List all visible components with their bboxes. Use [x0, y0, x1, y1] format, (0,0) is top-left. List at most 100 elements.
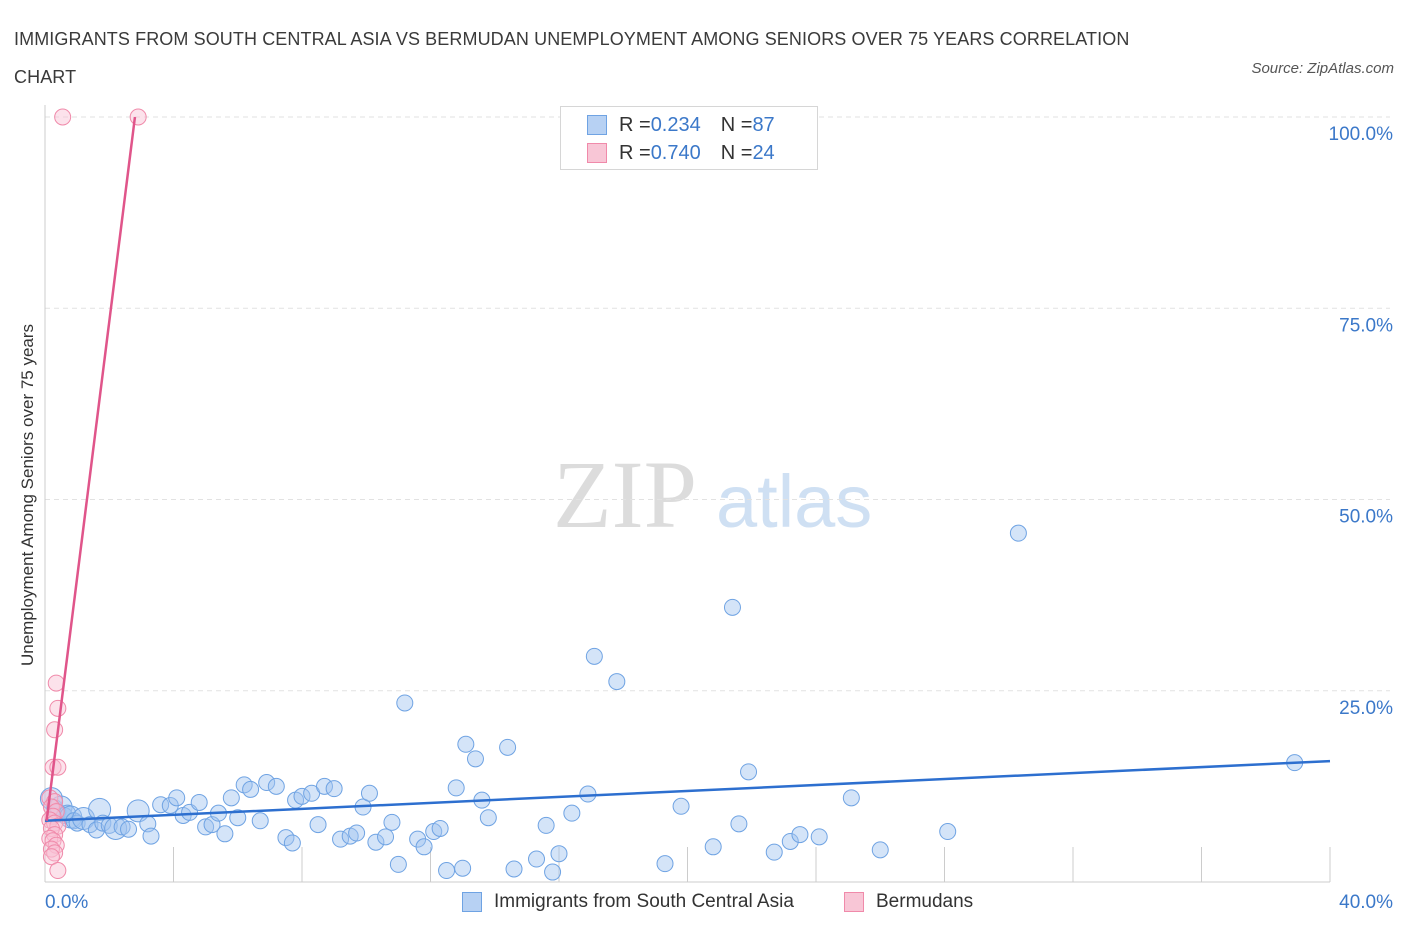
legend-n-value: 87: [752, 113, 775, 136]
data-point-immigrants: [396, 694, 414, 712]
data-point-immigrants: [544, 863, 562, 881]
y-tick-label: 75.0%: [1339, 315, 1393, 336]
legend-r-label: R =: [619, 141, 651, 164]
data-point-immigrants: [377, 828, 395, 846]
data-point-immigrants: [360, 784, 378, 802]
legend-label-immigrants: Immigrants from South Central Asia: [494, 891, 794, 912]
data-point-immigrants: [842, 789, 860, 807]
data-point-immigrants: [704, 838, 722, 856]
watermark-atlas: atlas: [716, 460, 872, 543]
data-point-immigrants: [120, 820, 138, 838]
source-label: Source: ZipAtlas.com: [1251, 60, 1394, 77]
legend-row-immigrants: R = 0.234 N = 87: [587, 112, 775, 138]
data-point-immigrants: [740, 763, 758, 781]
watermark: ZIP atlas: [553, 441, 872, 548]
legend-swatch-pink: [844, 892, 864, 912]
legend-row-bermudans: R = 0.740 N = 24: [587, 140, 775, 166]
data-point-immigrants: [258, 774, 276, 792]
data-point-immigrants: [389, 855, 407, 873]
data-point-immigrants: [447, 779, 465, 797]
data-point-immigrants: [216, 825, 234, 843]
data-point-immigrants: [367, 833, 385, 851]
tick-labels: 25.0% 50.0% 75.0% 100.0% 0.0% 40.0%: [45, 124, 1393, 913]
data-point-immigrants: [505, 860, 523, 878]
trendline-immigrants: [44, 759, 1331, 823]
data-point-bermudans: [49, 699, 67, 717]
data-point-immigrants: [152, 796, 170, 814]
watermark-zip: ZIP: [553, 441, 697, 548]
data-point-immigrants: [563, 804, 581, 822]
data-point-immigrants: [222, 789, 240, 807]
data-point-immigrants: [810, 828, 828, 846]
data-point-immigrants: [197, 818, 215, 836]
data-point-immigrants: [88, 797, 112, 821]
data-point-immigrants: [1009, 524, 1027, 542]
data-point-immigrants: [142, 827, 160, 845]
data-point-immigrants: [168, 789, 186, 807]
data-point-immigrants: [457, 735, 475, 753]
chart-title: IMMIGRANTS FROM SOUTH CENTRAL ASIA VS BE…: [14, 29, 1130, 87]
legend-r-label: R =: [619, 113, 651, 136]
data-point-bermudans: [46, 721, 64, 739]
data-point-bermudans: [129, 108, 147, 126]
data-point-bermudans: [47, 674, 65, 692]
data-point-immigrants: [251, 812, 269, 830]
data-point-immigrants: [656, 855, 674, 873]
legend-swatch-pink: [587, 143, 607, 163]
data-point-immigrants: [765, 843, 783, 861]
data-point-immigrants: [479, 809, 497, 827]
legend-n-label: N =: [720, 141, 753, 164]
data-point-immigrants: [332, 830, 350, 848]
data-point-immigrants: [283, 834, 301, 852]
y-tick-label: 100.0%: [1329, 124, 1394, 145]
trendline-bermudans: [45, 116, 137, 821]
data-point-immigrants: [528, 850, 546, 868]
data-point-bermudans: [42, 848, 60, 866]
gridlines: [45, 116, 1390, 692]
data-point-immigrants: [499, 738, 517, 756]
data-point-immigrants: [431, 819, 449, 837]
data-point-immigrants: [113, 818, 131, 836]
bottom-legend-bermudans: Bermudans: [844, 889, 973, 915]
data-point-immigrants: [438, 862, 456, 880]
series-immigrants-points: [39, 524, 1304, 881]
data-point-immigrants: [939, 823, 957, 841]
data-point-immigrants: [672, 797, 690, 815]
data-point-immigrants: [229, 809, 247, 827]
bottom-legend-immigrants: Immigrants from South Central Asia: [462, 889, 794, 915]
data-point-immigrants: [466, 750, 484, 768]
data-point-bermudans: [49, 862, 67, 880]
data-point-immigrants: [550, 845, 568, 863]
data-point-immigrants: [293, 787, 311, 805]
legend-n-value: 24: [752, 141, 775, 164]
y-tick-label: 25.0%: [1339, 698, 1393, 719]
data-point-immigrants: [579, 785, 597, 803]
data-point-immigrants: [190, 793, 208, 811]
series-bermudans-points: [41, 108, 147, 880]
legend-r-value: 0.234: [650, 113, 701, 136]
axes: [44, 105, 1331, 883]
legend-swatch-blue: [587, 115, 607, 135]
trendlines: [44, 116, 1331, 823]
data-point-immigrants: [383, 813, 401, 831]
data-point-immigrants: [791, 826, 809, 844]
data-point-immigrants: [723, 598, 741, 616]
data-point-immigrants: [454, 859, 472, 877]
data-point-immigrants: [608, 673, 626, 691]
x-tick-label: 40.0%: [1339, 892, 1393, 913]
data-point-immigrants: [325, 780, 343, 798]
legend-label-bermudans: Bermudans: [876, 891, 974, 912]
data-point-immigrants: [781, 832, 799, 850]
data-point-immigrants: [242, 780, 260, 798]
data-point-immigrants: [267, 777, 285, 795]
data-point-immigrants: [348, 824, 366, 842]
legend-r-value: 0.740: [650, 141, 701, 164]
correlation-legend: R = 0.234 N = 87 R = 0.740 N = 24: [560, 106, 818, 170]
data-point-immigrants: [871, 841, 889, 859]
data-point-immigrants: [415, 838, 433, 856]
data-point-immigrants: [585, 647, 603, 665]
data-point-bermudans: [54, 108, 72, 126]
data-point-immigrants: [537, 816, 555, 834]
y-tick-label: 50.0%: [1339, 507, 1393, 528]
